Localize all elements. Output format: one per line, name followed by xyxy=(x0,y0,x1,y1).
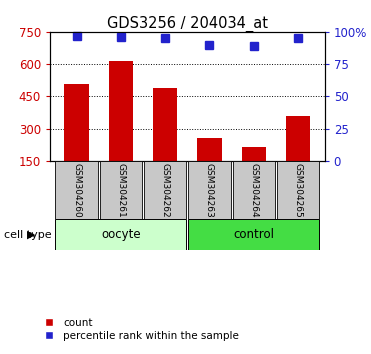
Legend: count, percentile rank within the sample: count, percentile rank within the sample xyxy=(35,314,243,345)
Bar xyxy=(188,161,231,219)
Bar xyxy=(286,116,310,161)
Bar xyxy=(188,219,319,250)
Text: GSM304261: GSM304261 xyxy=(116,163,125,218)
Text: GSM304262: GSM304262 xyxy=(161,163,170,217)
Bar xyxy=(277,161,319,219)
Text: oocyte: oocyte xyxy=(101,228,141,241)
Text: GSM304265: GSM304265 xyxy=(293,163,303,218)
Title: GDS3256 / 204034_at: GDS3256 / 204034_at xyxy=(107,16,268,32)
Bar xyxy=(153,88,177,161)
Text: GSM304263: GSM304263 xyxy=(205,163,214,218)
Bar xyxy=(65,84,89,161)
Text: cell type: cell type xyxy=(4,230,51,240)
Bar xyxy=(197,138,222,161)
Bar xyxy=(144,161,187,219)
Bar xyxy=(242,147,266,161)
Bar xyxy=(233,161,275,219)
Text: GSM304264: GSM304264 xyxy=(249,163,258,217)
Bar xyxy=(109,61,133,161)
Bar xyxy=(55,219,187,250)
Text: GSM304260: GSM304260 xyxy=(72,163,81,218)
Bar xyxy=(55,161,98,219)
Text: control: control xyxy=(233,228,274,241)
Text: ▶: ▶ xyxy=(27,230,36,240)
Bar xyxy=(100,161,142,219)
